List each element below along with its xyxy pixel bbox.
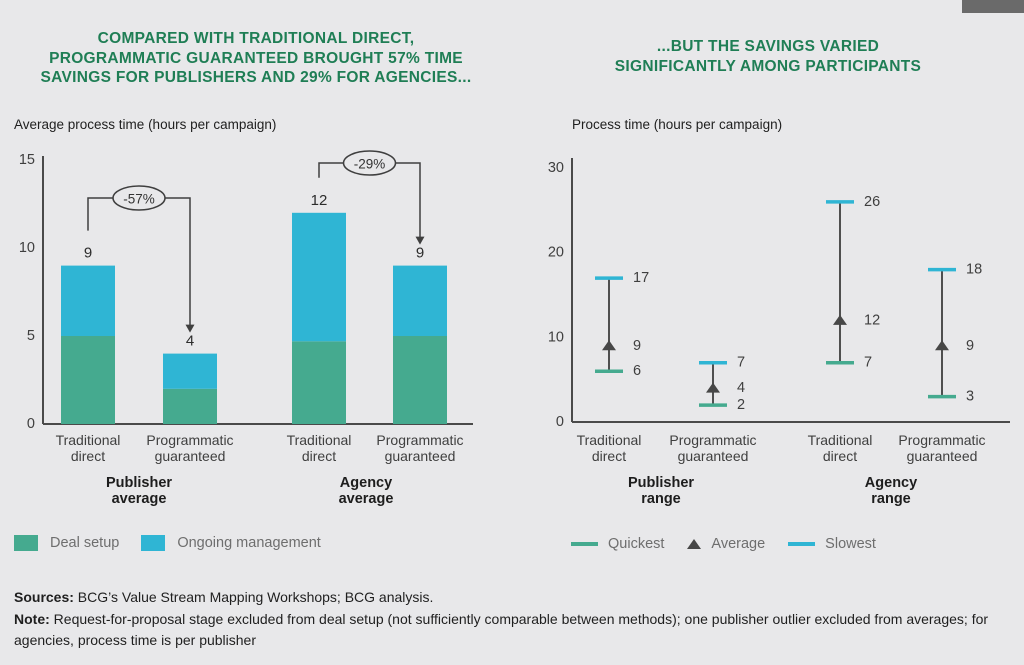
footnote: Sources: BCG’s Value Stream Mapping Work… bbox=[14, 587, 1006, 652]
legend-label: Slowest bbox=[825, 536, 876, 552]
bar-segment bbox=[292, 212, 346, 342]
annotation-ellipse bbox=[112, 185, 166, 211]
legend-label: Deal setup bbox=[50, 535, 120, 551]
bar-segment bbox=[61, 336, 115, 424]
bar-segment bbox=[393, 265, 447, 336]
group-label: Agency average bbox=[339, 475, 394, 507]
y-tick-label: 20 bbox=[548, 245, 564, 261]
annotation-label: -29% bbox=[354, 157, 386, 172]
arrow-down-icon bbox=[415, 236, 425, 245]
annotation-label: -57% bbox=[123, 192, 155, 207]
y-tick-label: 0 bbox=[27, 416, 35, 432]
sources-label: Sources: bbox=[14, 589, 74, 605]
note-label: Note: bbox=[14, 610, 50, 627]
annotation-ellipse bbox=[342, 150, 397, 176]
bar-total-label: 12 bbox=[311, 192, 328, 209]
group-label: Publisher range bbox=[628, 475, 694, 507]
right-chart-title: ...BUT THE SAVINGS VARIED SIGNIFICANTLY … bbox=[614, 38, 922, 75]
category-label: Programmatic guaranteed bbox=[669, 432, 756, 464]
category-label: Traditional direct bbox=[287, 432, 352, 464]
y-tick-label: 15 bbox=[19, 152, 35, 168]
legend-item-ongoing-management: Ongoing management bbox=[141, 535, 321, 551]
average-value-label: 12 bbox=[864, 312, 880, 328]
bar-total-label: 9 bbox=[84, 245, 92, 262]
sources-line: Sources: BCG’s Value Stream Mapping Work… bbox=[14, 587, 1006, 609]
bar-segment bbox=[393, 336, 447, 424]
quickest-value-label: 2 bbox=[737, 397, 745, 413]
ongoing-management-swatch-icon bbox=[141, 535, 166, 551]
category-label: Programmatic guaranteed bbox=[376, 432, 463, 464]
deal-setup-swatch-icon bbox=[14, 535, 38, 551]
average-triangle-icon bbox=[687, 539, 702, 549]
left-chart-title: COMPARED WITH TRADITIONAL DIRECT, PROGRA… bbox=[40, 30, 472, 86]
legend-item-slowest: Slowest bbox=[788, 536, 876, 552]
quickest-value-label: 7 bbox=[864, 355, 872, 371]
page-corner-tab bbox=[962, 0, 1024, 13]
average-marker bbox=[833, 314, 847, 325]
average-value-label: 9 bbox=[633, 338, 641, 354]
y-tick-label: 10 bbox=[19, 240, 35, 256]
bar-total-label: 9 bbox=[416, 245, 424, 262]
y-tick-label: 5 bbox=[27, 328, 35, 344]
average-value-label: 4 bbox=[737, 380, 745, 396]
legend-item-quickest: Quickest bbox=[571, 536, 664, 552]
group-label: Publisher average bbox=[106, 475, 172, 507]
stacked-bar-chart: 0 5 10 15 9 Traditional direct 4 Programmatic gua… bbox=[19, 150, 473, 507]
slowest-value-label: 17 bbox=[633, 270, 649, 286]
average-marker bbox=[706, 382, 720, 393]
bar-segment bbox=[163, 388, 217, 424]
note-text: Request-for-proposal stage excluded from… bbox=[14, 610, 989, 649]
category-label: Programmatic guaranteed bbox=[898, 432, 985, 464]
bar-segment bbox=[61, 265, 115, 336]
legend-label: Average bbox=[711, 536, 766, 552]
quickest-line-icon bbox=[571, 542, 598, 546]
legend-label: Ongoing management bbox=[177, 535, 321, 551]
y-tick-label: 10 bbox=[548, 329, 564, 345]
range-chart: 0 10 20 30 17 9 6 Traditional direct 7 42 Programma… bbox=[548, 158, 1010, 507]
left-chart-axis-title: Average process time (hours per campaign… bbox=[14, 117, 277, 132]
legend-label: Quickest bbox=[608, 536, 665, 552]
legend-item-average: Average bbox=[687, 536, 765, 552]
quickest-value-label: 3 bbox=[966, 389, 974, 405]
bar-chart-legend: Deal setup Ongoing management bbox=[14, 535, 321, 551]
bar-segment bbox=[163, 353, 217, 389]
group-label: Agency range bbox=[865, 475, 917, 507]
legend-item-deal-setup: Deal setup bbox=[14, 535, 119, 551]
y-tick-label: 30 bbox=[548, 160, 564, 176]
right-chart-axis-title: Process time (hours per campaign) bbox=[572, 117, 783, 132]
arrow-down-icon bbox=[185, 324, 195, 333]
quickest-value-label: 6 bbox=[633, 363, 641, 379]
category-label: Traditional direct bbox=[808, 432, 873, 464]
sources-text: BCG’s Value Stream Mapping Workshops; BC… bbox=[73, 589, 434, 605]
category-label: Programmatic guaranteed bbox=[146, 432, 233, 464]
category-label: Traditional direct bbox=[56, 432, 121, 464]
average-marker bbox=[602, 340, 616, 351]
range-chart-legend: Quickest Average Slowest bbox=[571, 536, 876, 552]
slowest-line-icon bbox=[788, 542, 816, 546]
average-marker bbox=[935, 340, 949, 351]
slowest-value-label: 7 bbox=[737, 355, 745, 371]
note-line: Note: Request-for-proposal stage exclude… bbox=[14, 609, 1006, 652]
bar-segment bbox=[292, 341, 346, 424]
average-value-label: 9 bbox=[966, 338, 974, 354]
bar-total-label: 4 bbox=[186, 333, 194, 350]
slowest-value-label: 18 bbox=[966, 262, 982, 278]
y-tick-label: 0 bbox=[556, 414, 564, 430]
category-label: Traditional direct bbox=[577, 432, 642, 464]
slowest-value-label: 26 bbox=[864, 194, 880, 210]
